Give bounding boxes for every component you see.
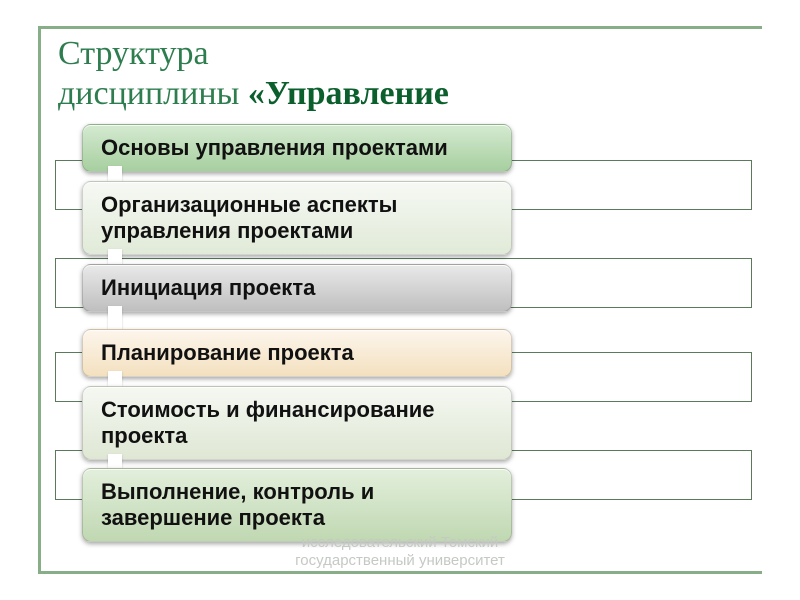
title-line1: Структура xyxy=(58,35,209,72)
topic-card-label: Основы управления проектами xyxy=(101,135,448,160)
title-line2-word1: дисциплины xyxy=(58,75,248,112)
footer-line1: исследовательский Томский xyxy=(302,534,499,551)
footer-text: исследовательский Томский государственны… xyxy=(0,534,800,570)
topic-card: Стоимость и финансирование проекта xyxy=(82,386,512,460)
topic-card: Основы управления проектами xyxy=(82,124,512,172)
footer-line2: государственный университет xyxy=(295,552,505,569)
topic-card: Планирование проекта xyxy=(82,329,512,377)
topic-card-label: Инициация проекта xyxy=(101,275,315,300)
title-line2-word2: «Управление xyxy=(248,75,449,112)
topic-card-label: Стоимость и финансирование проекта xyxy=(101,397,435,448)
topic-card: Организационные аспекты управления проек… xyxy=(82,181,512,255)
topic-card: Инициация проекта xyxy=(82,264,512,312)
topic-card-label: Планирование проекта xyxy=(101,340,354,365)
topic-card-label: Организационные аспекты управления проек… xyxy=(101,192,397,243)
topic-card: Выполнение, контроль и завершение проект… xyxy=(82,468,512,542)
topic-card-label: Выполнение, контроль и завершение проект… xyxy=(101,479,374,530)
